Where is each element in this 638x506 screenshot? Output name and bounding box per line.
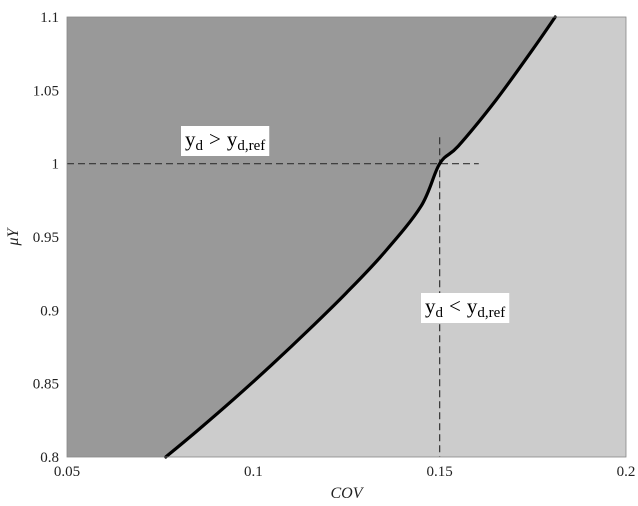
upper-label-rhs-sub: d,ref — [237, 138, 265, 154]
x-axis-label: COV — [331, 485, 365, 502]
upper-region-label-background — [181, 126, 270, 156]
x-tick-label: 0.2 — [617, 464, 636, 480]
plot-area — [66, 15, 627, 459]
lower-region-label-text: yd < yd,ref — [425, 294, 505, 321]
y-tick-label: 1 — [52, 157, 60, 173]
lower-label-lhs-sub: d — [436, 305, 444, 321]
x-tick-label: 0.05 — [54, 464, 80, 480]
x-tick-label: 0.15 — [427, 464, 453, 480]
lower-label-rhs-sub: d,ref — [477, 305, 505, 321]
upper-label-operator: > — [209, 127, 221, 151]
y-axis-label-text: μY — [5, 226, 22, 246]
y-tick-label: 1.05 — [33, 83, 59, 99]
upper-label-lhs-sub: d — [196, 138, 204, 154]
upper-label-rhs: y — [227, 127, 238, 151]
y-tick-label: 0.8 — [40, 450, 59, 466]
y-tick-label: 0.9 — [40, 303, 59, 319]
x-axis: 0.05 0.1 0.15 0.2 — [54, 464, 636, 480]
upper-region-label: yd > yd,ref — [181, 126, 270, 156]
lower-region-label: yd < yd,ref — [421, 293, 510, 323]
lower-label-operator: < — [449, 294, 461, 318]
upper-region-label-text: yd > yd,ref — [185, 127, 265, 154]
boundary-curve — [164, 15, 557, 459]
x-tick-label: 0.1 — [244, 464, 263, 480]
lower-label-lhs: y — [425, 294, 436, 318]
plot-frame — [66, 16, 627, 458]
y-tick-label: 1.1 — [40, 10, 59, 26]
y-axis-label: μY — [5, 226, 22, 246]
y-axis: 0.8 0.85 0.9 0.95 1 1.05 1.1 — [33, 10, 59, 466]
upper-label-lhs: y — [185, 127, 196, 151]
y-tick-label: 0.95 — [33, 230, 59, 246]
lower-region-label-background — [421, 293, 510, 323]
y-tick-label: 0.85 — [33, 377, 59, 393]
lower-label-rhs: y — [467, 294, 478, 318]
